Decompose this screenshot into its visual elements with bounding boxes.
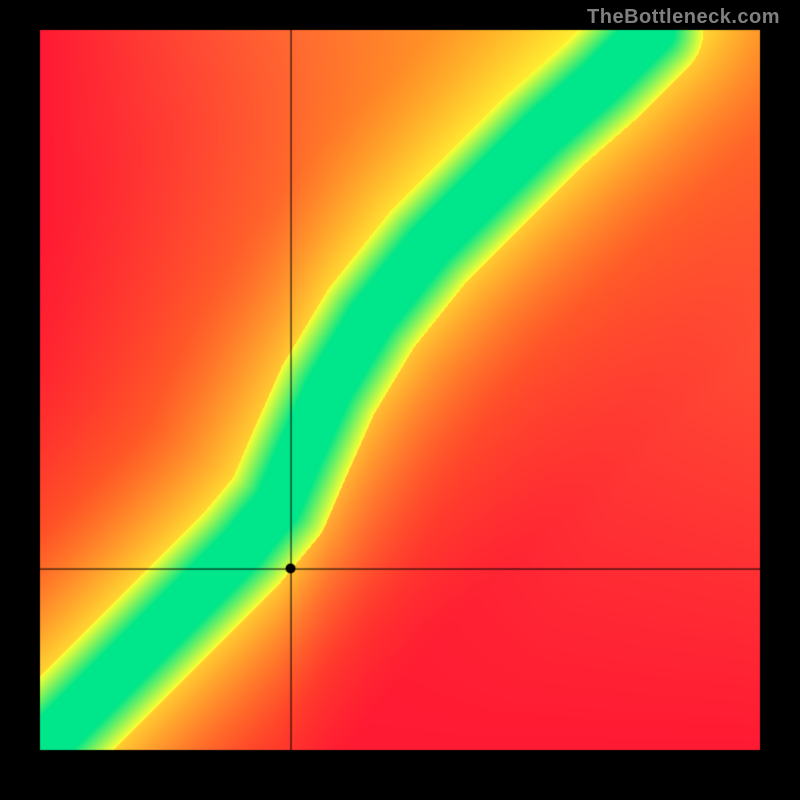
bottleneck-heatmap	[0, 0, 800, 800]
chart-container: TheBottleneck.com	[0, 0, 800, 800]
watermark-text: TheBottleneck.com	[587, 6, 780, 29]
